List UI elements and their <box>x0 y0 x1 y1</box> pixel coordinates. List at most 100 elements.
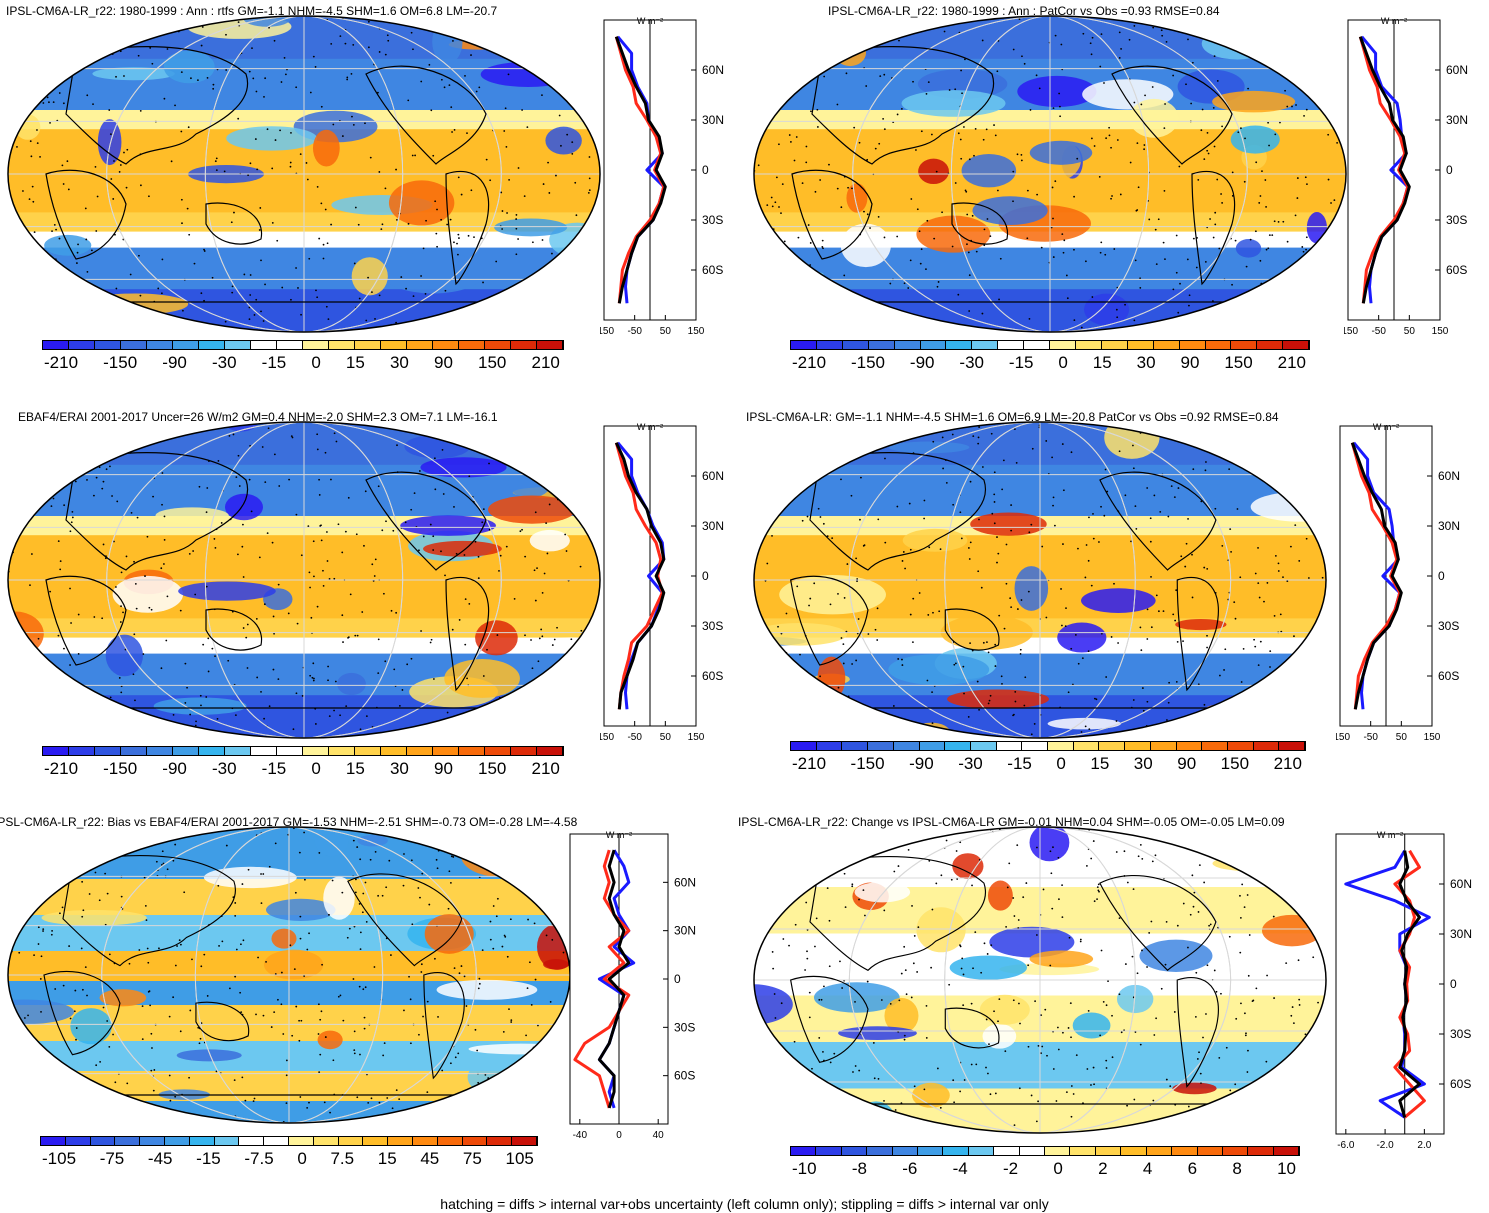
colorbar-swatch <box>388 1137 413 1145</box>
colorbar-swatch <box>1202 742 1228 750</box>
map-anomaly-patch <box>119 308 149 332</box>
zonal-unit: W m⁻² <box>637 16 663 26</box>
colorbar-label: 0 <box>1056 754 1066 773</box>
colorbar-label: 4 <box>1142 1159 1153 1178</box>
colorbar-label: 30 <box>1133 754 1153 773</box>
map-anomaly-patch <box>480 61 576 87</box>
graticule <box>8 827 570 1123</box>
world-map <box>7 826 571 1124</box>
map-border <box>7 15 601 333</box>
colorbar-swatch <box>867 1147 893 1155</box>
map-anomaly-patch <box>163 50 215 84</box>
colorbar-swatch <box>893 742 920 750</box>
colorbar-swatch <box>791 341 817 349</box>
colorbar-swatch <box>1197 1147 1223 1155</box>
colorbar-swatch <box>1248 1147 1274 1155</box>
map-anomaly-patch <box>1057 622 1107 653</box>
colorbar-swatch <box>485 747 511 755</box>
chart-title: IPSL-CM6A-LR: GM=-1.1 NHM=-4.5 SHM=1.6 O… <box>746 410 1279 424</box>
colorbar-swatch <box>485 341 511 349</box>
colorbar-label: -30 <box>958 754 983 773</box>
map-anomaly-patch <box>947 689 1049 709</box>
map-anomaly-patch <box>813 982 900 1013</box>
map-anomaly-patch <box>1139 939 1213 973</box>
colorbar-labels: -210 -150 -90 -30 -15 0 15 30 90 150 210 <box>44 759 560 779</box>
colorbar-label: 210 <box>531 759 560 778</box>
map-anomaly-patch <box>312 129 340 167</box>
colorbar-swatch <box>918 1147 944 1155</box>
map-anomaly-patch <box>226 126 318 151</box>
colorbar-swatch <box>842 341 869 349</box>
graticule <box>8 422 600 738</box>
colorbar-swatch <box>868 341 895 349</box>
colorbar-label: 15 <box>345 353 365 372</box>
coastlines <box>790 856 1271 1105</box>
lat-tick-label: 30S <box>702 213 723 227</box>
lat-tick-label: 30S <box>674 1020 695 1034</box>
series-line-black <box>1358 36 1411 304</box>
lat-tick-label: 0 <box>702 163 709 177</box>
lat-tick-label: 0 <box>702 569 709 583</box>
colorbar-label: -6 <box>902 1159 918 1178</box>
map-anomaly-patch <box>105 634 143 677</box>
colorbar-swatch <box>1073 742 1100 750</box>
x-tick-label: 0 <box>616 1130 622 1141</box>
colorbar-swatch <box>1125 742 1151 750</box>
colorbar <box>40 1136 538 1146</box>
map-anomaly-patch <box>1201 27 1274 60</box>
x-tick-label: 2.0 <box>1417 1140 1431 1151</box>
colorbar-label: 15 <box>1090 754 1110 773</box>
colorbar-label: -150 <box>850 353 885 372</box>
colorbar-swatch <box>147 341 173 349</box>
colorbar-swatch <box>1205 341 1232 349</box>
colorbar-swatch <box>998 341 1025 349</box>
map-anomaly-patch <box>1212 90 1296 113</box>
colorbar-swatch <box>1121 1147 1147 1155</box>
graticule <box>754 422 1326 738</box>
zonal-mean-plot: W m⁻² 60N 30N 0 30S 60S -150 -50 50 150 <box>1344 16 1468 337</box>
x-tick-label: 50 <box>660 326 672 337</box>
colorbar-swatch <box>968 1147 995 1155</box>
colorbar-label: 15 <box>345 759 365 778</box>
x-tick-label: -150 <box>600 732 614 743</box>
map-anomaly-patch <box>444 659 520 698</box>
colorbar-labels: -10 -8 -6 -4 -2 0 2 4 6 8 10 <box>792 1159 1296 1179</box>
colorbar-swatch <box>459 747 485 755</box>
zonal-mean-plot: W m⁻² 60N 30N 0 30S 60S -40 0 40 <box>569 830 696 1141</box>
map-anomaly-patch <box>754 422 826 438</box>
x-tick-label: -50 <box>627 326 642 337</box>
series-line-black <box>1398 850 1421 1118</box>
lat-tick-label: 60S <box>674 1069 695 1083</box>
lat-tick-label: 30N <box>674 924 696 938</box>
map-anomaly-patch <box>1129 98 1179 138</box>
colorbar-swatch <box>1127 341 1154 349</box>
colorbar-label: 0 <box>311 759 321 778</box>
colorbar-swatch <box>225 747 251 755</box>
colorbar-swatch <box>65 1137 91 1145</box>
colorbar <box>790 1146 1300 1156</box>
colorbar <box>42 746 564 756</box>
x-tick-label: -6.0 <box>1337 1140 1355 1151</box>
colorbar-label: 8 <box>1232 1159 1242 1178</box>
colorbar-swatch <box>945 742 971 750</box>
map-anomaly-patch <box>918 158 949 185</box>
map-anomaly-patch <box>351 257 388 296</box>
map-anomaly-patch <box>1029 950 1094 968</box>
colorbar-swatch <box>487 1137 513 1145</box>
map-anomaly-patch <box>1235 238 1262 258</box>
colorbar-swatch <box>816 341 843 349</box>
colorbar-swatch <box>462 1137 488 1145</box>
x-tick-label: -50 <box>1371 326 1386 337</box>
chart-title: IPSL-CM6A-LR_r22: 1980-1999 : Ann : PatC… <box>828 4 1220 18</box>
colorbar-swatch <box>41 1137 66 1145</box>
map-anomaly-patch <box>916 907 966 953</box>
x-tick-label: 50 <box>1396 732 1408 743</box>
map-anomaly-patch <box>846 183 868 213</box>
colorbar-label: 15 <box>377 1149 397 1168</box>
colorbar-label: 90 <box>433 353 453 372</box>
colorbar-swatch <box>996 742 1023 750</box>
colorbar-label: 150 <box>1220 754 1250 773</box>
map-anomaly-patch <box>543 959 569 970</box>
chart-title: IPSL-CM6A-LR_r22: Change vs IPSL-CM6A-LR… <box>738 815 1285 829</box>
colorbar-swatch <box>919 742 946 750</box>
